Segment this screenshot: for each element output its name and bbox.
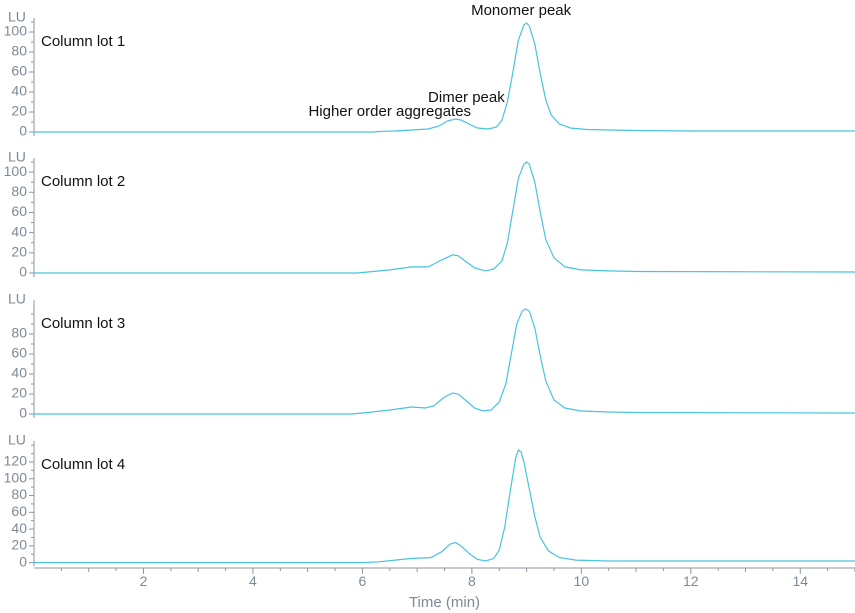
y-unit-label: LU xyxy=(8,432,26,448)
y-tick-label: 60 xyxy=(11,503,27,519)
y-tick-label: 120 xyxy=(4,453,28,469)
y-unit-label: LU xyxy=(8,291,26,307)
annotation-label: Higher order aggregates xyxy=(308,103,471,120)
x-tick-label: 2 xyxy=(140,573,148,589)
y-tick-label: 0 xyxy=(19,123,27,139)
y-tick-label: 20 xyxy=(11,385,27,401)
y-tick-label: 20 xyxy=(11,243,27,259)
y-tick-label: 0 xyxy=(19,405,27,421)
panel-label: Column lot 1 xyxy=(41,33,125,50)
panel-3: LU 0 20 40 60 80 Column lot 3 xyxy=(8,291,855,421)
y-tick-label: 80 xyxy=(11,183,27,199)
y-tick-label: 80 xyxy=(11,486,27,502)
annotation-label: Dimer peak xyxy=(428,89,505,106)
y-tick-label: 80 xyxy=(11,43,27,59)
y-tick-label: 80 xyxy=(11,325,27,341)
panel-label: Column lot 4 xyxy=(41,456,125,473)
y-tick-label: 60 xyxy=(11,63,27,79)
trace-line-3 xyxy=(34,308,855,415)
y-tick-label: 40 xyxy=(11,520,27,536)
y-unit-label: LU xyxy=(8,9,26,25)
y-tick-label: 100 xyxy=(4,469,28,485)
x-tick-label: 14 xyxy=(792,573,808,589)
y-tick-label: 100 xyxy=(4,163,28,179)
trace-line-2 xyxy=(34,161,855,274)
x-axis: 2 4 6 8 10 12 14 Time (min) xyxy=(34,567,855,611)
x-tick-label: 6 xyxy=(359,573,367,589)
y-tick-label: 20 xyxy=(11,537,27,553)
y-tick-label: 40 xyxy=(11,83,27,99)
x-tick-label: 10 xyxy=(574,573,590,589)
y-unit-label: LU xyxy=(8,149,26,165)
y-tick-label: 0 xyxy=(19,264,27,280)
y-tick-label: 0 xyxy=(19,553,27,569)
y-tick-label: 100 xyxy=(4,23,28,39)
x-axis-title: Time (min) xyxy=(409,594,480,611)
y-tick-label: 40 xyxy=(11,365,27,381)
trace-line-1 xyxy=(34,22,855,133)
annotation-label: Monomer peak xyxy=(471,2,572,19)
panel-label: Column lot 2 xyxy=(41,173,125,190)
y-tick-label: 20 xyxy=(11,103,27,119)
panel-label: Column lot 3 xyxy=(41,315,125,332)
panel-1: LU 0 20 40 60 80 100 Column lot 1 Monomer peak Di… xyxy=(4,2,855,139)
x-tick-label: 4 xyxy=(249,573,257,589)
x-tick-label: 8 xyxy=(468,573,476,589)
y-tick-label: 60 xyxy=(11,345,27,361)
y-tick-label: 60 xyxy=(11,203,27,219)
trace-line-4 xyxy=(34,449,855,564)
panel-2: LU 0 20 40 60 80 100 Column lot 2 xyxy=(4,149,855,280)
y-tick-label: 40 xyxy=(11,223,27,239)
x-tick-label: 12 xyxy=(683,573,699,589)
